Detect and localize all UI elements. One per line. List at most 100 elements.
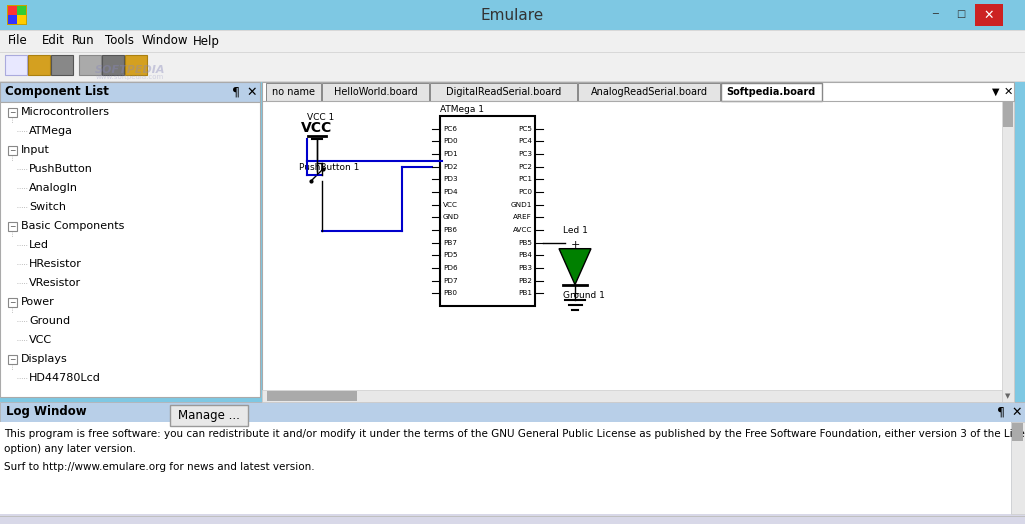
Bar [8, 355, 17, 364]
Text: Window: Window [142, 35, 189, 48]
Text: PC2: PC2 [518, 163, 532, 170]
Text: Help: Help [193, 35, 220, 48]
Text: PD3: PD3 [443, 177, 457, 182]
Text: Led: Led [29, 240, 49, 250]
Bar [949, 4, 973, 22]
Text: Manage ...: Manage ... [178, 409, 240, 422]
Text: AnalogIn: AnalogIn [29, 183, 78, 193]
Bar [266, 83, 321, 101]
Bar [262, 82, 1014, 402]
Text: ATMega 1: ATMega 1 [440, 104, 484, 114]
Bar [578, 83, 720, 101]
Text: HD44780Lcd: HD44780Lcd [29, 373, 100, 383]
Text: ▼: ▼ [992, 87, 999, 97]
Bar [721, 83, 822, 101]
Bar [8, 15, 17, 24]
Text: PD4: PD4 [443, 189, 457, 195]
Bar [8, 146, 17, 155]
Bar [8, 108, 17, 117]
Text: ✕: ✕ [1003, 87, 1013, 97]
Bar [440, 116, 535, 306]
Text: PB5: PB5 [518, 239, 532, 246]
Text: ─: ─ [932, 9, 938, 19]
Bar [1012, 423, 1023, 441]
Bar [0, 0, 1025, 30]
Bar [1002, 101, 1014, 402]
Text: PC3: PC3 [518, 151, 532, 157]
Text: ─: ─ [9, 107, 14, 116]
Text: HelloWorld.board: HelloWorld.board [333, 87, 417, 97]
Text: PD1: PD1 [443, 151, 457, 157]
Text: PB6: PB6 [443, 227, 457, 233]
Bar [125, 55, 147, 75]
Text: PB1: PB1 [518, 290, 532, 297]
Text: PD2: PD2 [443, 163, 457, 170]
Text: SOFTPEDIA: SOFTPEDIA [94, 65, 165, 75]
Text: VCC: VCC [29, 335, 52, 345]
Text: Ground: Ground [29, 316, 70, 326]
Text: DigitalReadSerial.board: DigitalReadSerial.board [446, 87, 561, 97]
Text: www.softpedia.com: www.softpedia.com [96, 74, 164, 80]
Text: PD7: PD7 [443, 278, 457, 283]
Bar [5, 55, 27, 75]
Text: Emulare: Emulare [481, 7, 543, 23]
Text: AREF: AREF [514, 214, 532, 220]
Text: PB2: PB2 [518, 278, 532, 283]
Bar [0, 402, 1025, 422]
Bar [975, 4, 1003, 26]
Bar [8, 6, 17, 15]
Text: Basic Components: Basic Components [20, 221, 124, 231]
Text: Surf to http://www.emulare.org for news and latest version.: Surf to http://www.emulare.org for news … [4, 462, 315, 472]
Bar [266, 391, 357, 401]
Text: option) any later version.: option) any later version. [4, 444, 136, 454]
Text: ✕: ✕ [247, 85, 257, 99]
Text: □: □ [956, 9, 966, 19]
Bar [1011, 422, 1025, 514]
Text: Softpedia.board: Softpedia.board [727, 87, 816, 97]
Bar [0, 402, 1025, 524]
Text: VResistor: VResistor [29, 278, 81, 288]
Text: AVCC: AVCC [512, 227, 532, 233]
Text: PD6: PD6 [443, 265, 457, 271]
Text: GND1: GND1 [510, 202, 532, 208]
Text: ✕: ✕ [984, 8, 994, 21]
Bar [102, 55, 124, 75]
Bar [28, 55, 50, 75]
Text: PD0: PD0 [443, 138, 457, 144]
Bar [170, 405, 248, 426]
Text: PB3: PB3 [518, 265, 532, 271]
Bar [7, 5, 27, 25]
Text: ATMega: ATMega [29, 126, 73, 136]
Bar [0, 52, 1025, 53]
Text: Led 1: Led 1 [563, 226, 588, 235]
Text: ─: ─ [9, 355, 14, 364]
Text: ¶: ¶ [997, 406, 1004, 419]
Text: PB7: PB7 [443, 239, 457, 246]
Text: ─: ─ [9, 146, 14, 155]
Bar [8, 298, 17, 307]
Text: Log Window: Log Window [6, 406, 87, 419]
Text: PC0: PC0 [518, 189, 532, 195]
Bar [0, 30, 1025, 52]
Bar [79, 55, 101, 75]
Text: PC1: PC1 [518, 177, 532, 182]
Text: Edit: Edit [42, 35, 65, 48]
Text: +: + [570, 239, 580, 249]
Text: Switch: Switch [29, 202, 66, 212]
Text: GND: GND [443, 214, 460, 220]
Text: PC5: PC5 [518, 126, 532, 132]
Bar [0, 514, 1025, 524]
Bar [0, 82, 260, 102]
Text: PC4: PC4 [518, 138, 532, 144]
Bar [429, 83, 577, 101]
Text: This program is free software: you can redistribute it and/or modify it under th: This program is free software: you can r… [4, 429, 1025, 439]
Bar [0, 102, 260, 397]
Text: Displays: Displays [20, 354, 68, 364]
Text: PD5: PD5 [443, 253, 457, 258]
Text: ¶: ¶ [232, 85, 240, 99]
Polygon shape [559, 249, 591, 285]
Text: Ground 1: Ground 1 [563, 291, 605, 300]
Bar [922, 4, 947, 22]
Text: PushButton: PushButton [29, 164, 93, 174]
Text: File: File [8, 35, 28, 48]
